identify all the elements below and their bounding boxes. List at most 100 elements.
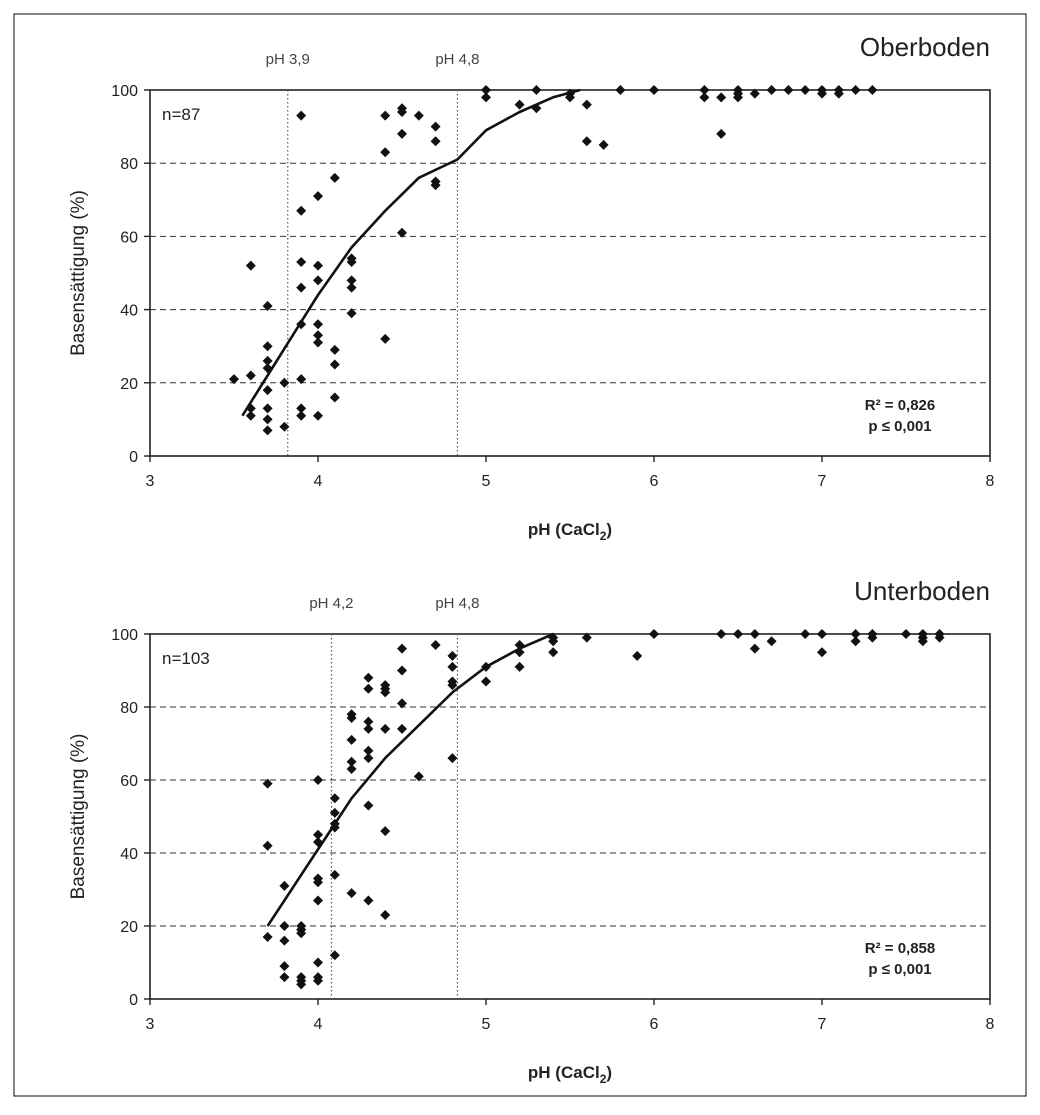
data-point bbox=[363, 895, 374, 906]
data-point bbox=[313, 829, 323, 840]
data-point bbox=[363, 745, 374, 756]
data-point bbox=[380, 826, 391, 837]
data-point bbox=[313, 775, 323, 785]
data-point bbox=[581, 632, 592, 643]
data-point bbox=[581, 136, 592, 147]
data-point bbox=[531, 85, 542, 95]
data-point bbox=[430, 121, 441, 132]
data-point bbox=[833, 88, 844, 99]
chart-oberboden: pH 3,9 pH 4,8 0 20 40 60 80 100 3 4 5 6 7 8 Oberboden n… bbox=[68, 32, 995, 543]
x-axis-label-main: pH (CaCl bbox=[528, 520, 600, 539]
data-point bbox=[481, 676, 491, 687]
y-tick-label: 0 bbox=[129, 992, 138, 1009]
data-point bbox=[279, 921, 290, 931]
data-point bbox=[313, 957, 323, 968]
data-point bbox=[313, 275, 323, 286]
data-point bbox=[548, 636, 559, 647]
data-point bbox=[447, 661, 458, 672]
data-point bbox=[766, 85, 777, 95]
chart-title: Oberboden bbox=[860, 32, 990, 62]
data-point bbox=[749, 629, 760, 639]
data-point bbox=[531, 103, 542, 114]
data-point bbox=[329, 172, 340, 183]
y-tick-label: 40 bbox=[120, 303, 138, 320]
data-point bbox=[430, 180, 441, 191]
data-point bbox=[413, 771, 424, 782]
y-tick-label: 60 bbox=[120, 773, 138, 790]
data-point bbox=[245, 370, 256, 381]
x-axis-label-subscript: 2 bbox=[600, 529, 607, 543]
data-point bbox=[329, 344, 340, 355]
data-point bbox=[749, 88, 760, 99]
data-point bbox=[380, 110, 391, 121]
data-point bbox=[313, 330, 323, 341]
data-point bbox=[817, 88, 827, 99]
data-point bbox=[245, 260, 256, 271]
r-squared-label: R² = 0,858 bbox=[865, 940, 935, 957]
trendline bbox=[266, 632, 554, 927]
data-point bbox=[430, 639, 441, 650]
sample-size-label: n=103 bbox=[162, 649, 210, 668]
data-point bbox=[867, 632, 878, 643]
y-tick-label: 20 bbox=[120, 376, 138, 393]
data-point bbox=[901, 629, 911, 639]
data-point bbox=[262, 355, 273, 366]
data-point bbox=[329, 793, 340, 804]
data-point bbox=[380, 333, 391, 344]
data-point bbox=[766, 636, 777, 647]
x-tick-label: 3 bbox=[146, 1016, 155, 1033]
data-point bbox=[346, 275, 357, 286]
data-point bbox=[716, 92, 727, 103]
p-value-label: p ≤ 0,001 bbox=[868, 961, 931, 978]
data-point bbox=[262, 300, 273, 311]
reference-line-label: pH 4,2 bbox=[309, 595, 353, 612]
data-point bbox=[783, 85, 794, 95]
x-axis-label: pH (CaCl2) bbox=[528, 520, 612, 543]
data-point bbox=[229, 374, 239, 385]
data-point bbox=[716, 128, 727, 139]
data-point bbox=[447, 753, 458, 764]
data-point bbox=[313, 319, 323, 330]
y-tick-label: 20 bbox=[120, 919, 138, 936]
data-point bbox=[363, 753, 374, 764]
data-point bbox=[346, 257, 357, 268]
data-point bbox=[279, 421, 290, 432]
data-point bbox=[733, 92, 743, 103]
data-point bbox=[262, 840, 273, 851]
data-point bbox=[279, 972, 290, 983]
data-point bbox=[262, 931, 273, 942]
data-point bbox=[867, 85, 878, 95]
data-point bbox=[800, 629, 811, 639]
data-point bbox=[632, 650, 643, 661]
data-point bbox=[279, 377, 290, 388]
data-point bbox=[262, 425, 273, 436]
data-point bbox=[850, 629, 861, 639]
x-tick-label: 8 bbox=[986, 473, 995, 490]
data-point bbox=[329, 950, 340, 961]
data-point bbox=[649, 85, 659, 95]
y-tick-label: 100 bbox=[111, 627, 138, 644]
data-point bbox=[296, 928, 307, 939]
data-point bbox=[397, 227, 407, 238]
data-point bbox=[346, 734, 357, 745]
data-point bbox=[430, 136, 441, 147]
data-point bbox=[917, 636, 928, 647]
data-point bbox=[313, 975, 323, 986]
y-tick-label: 80 bbox=[120, 156, 138, 173]
data-point bbox=[245, 403, 256, 414]
data-point bbox=[397, 106, 407, 117]
sample-size-label: n=87 bbox=[162, 105, 200, 124]
x-tick-label: 6 bbox=[650, 1016, 659, 1033]
data-point bbox=[279, 935, 290, 946]
data-point bbox=[397, 128, 407, 139]
data-point bbox=[363, 683, 374, 694]
r-squared-label: R² = 0,826 bbox=[865, 397, 935, 414]
data-point bbox=[413, 110, 424, 121]
x-tick-label: 8 bbox=[986, 1016, 995, 1033]
data-point bbox=[346, 712, 357, 723]
data-point bbox=[296, 374, 307, 385]
data-point bbox=[296, 319, 307, 330]
data-point bbox=[329, 822, 340, 833]
data-point bbox=[262, 403, 273, 414]
